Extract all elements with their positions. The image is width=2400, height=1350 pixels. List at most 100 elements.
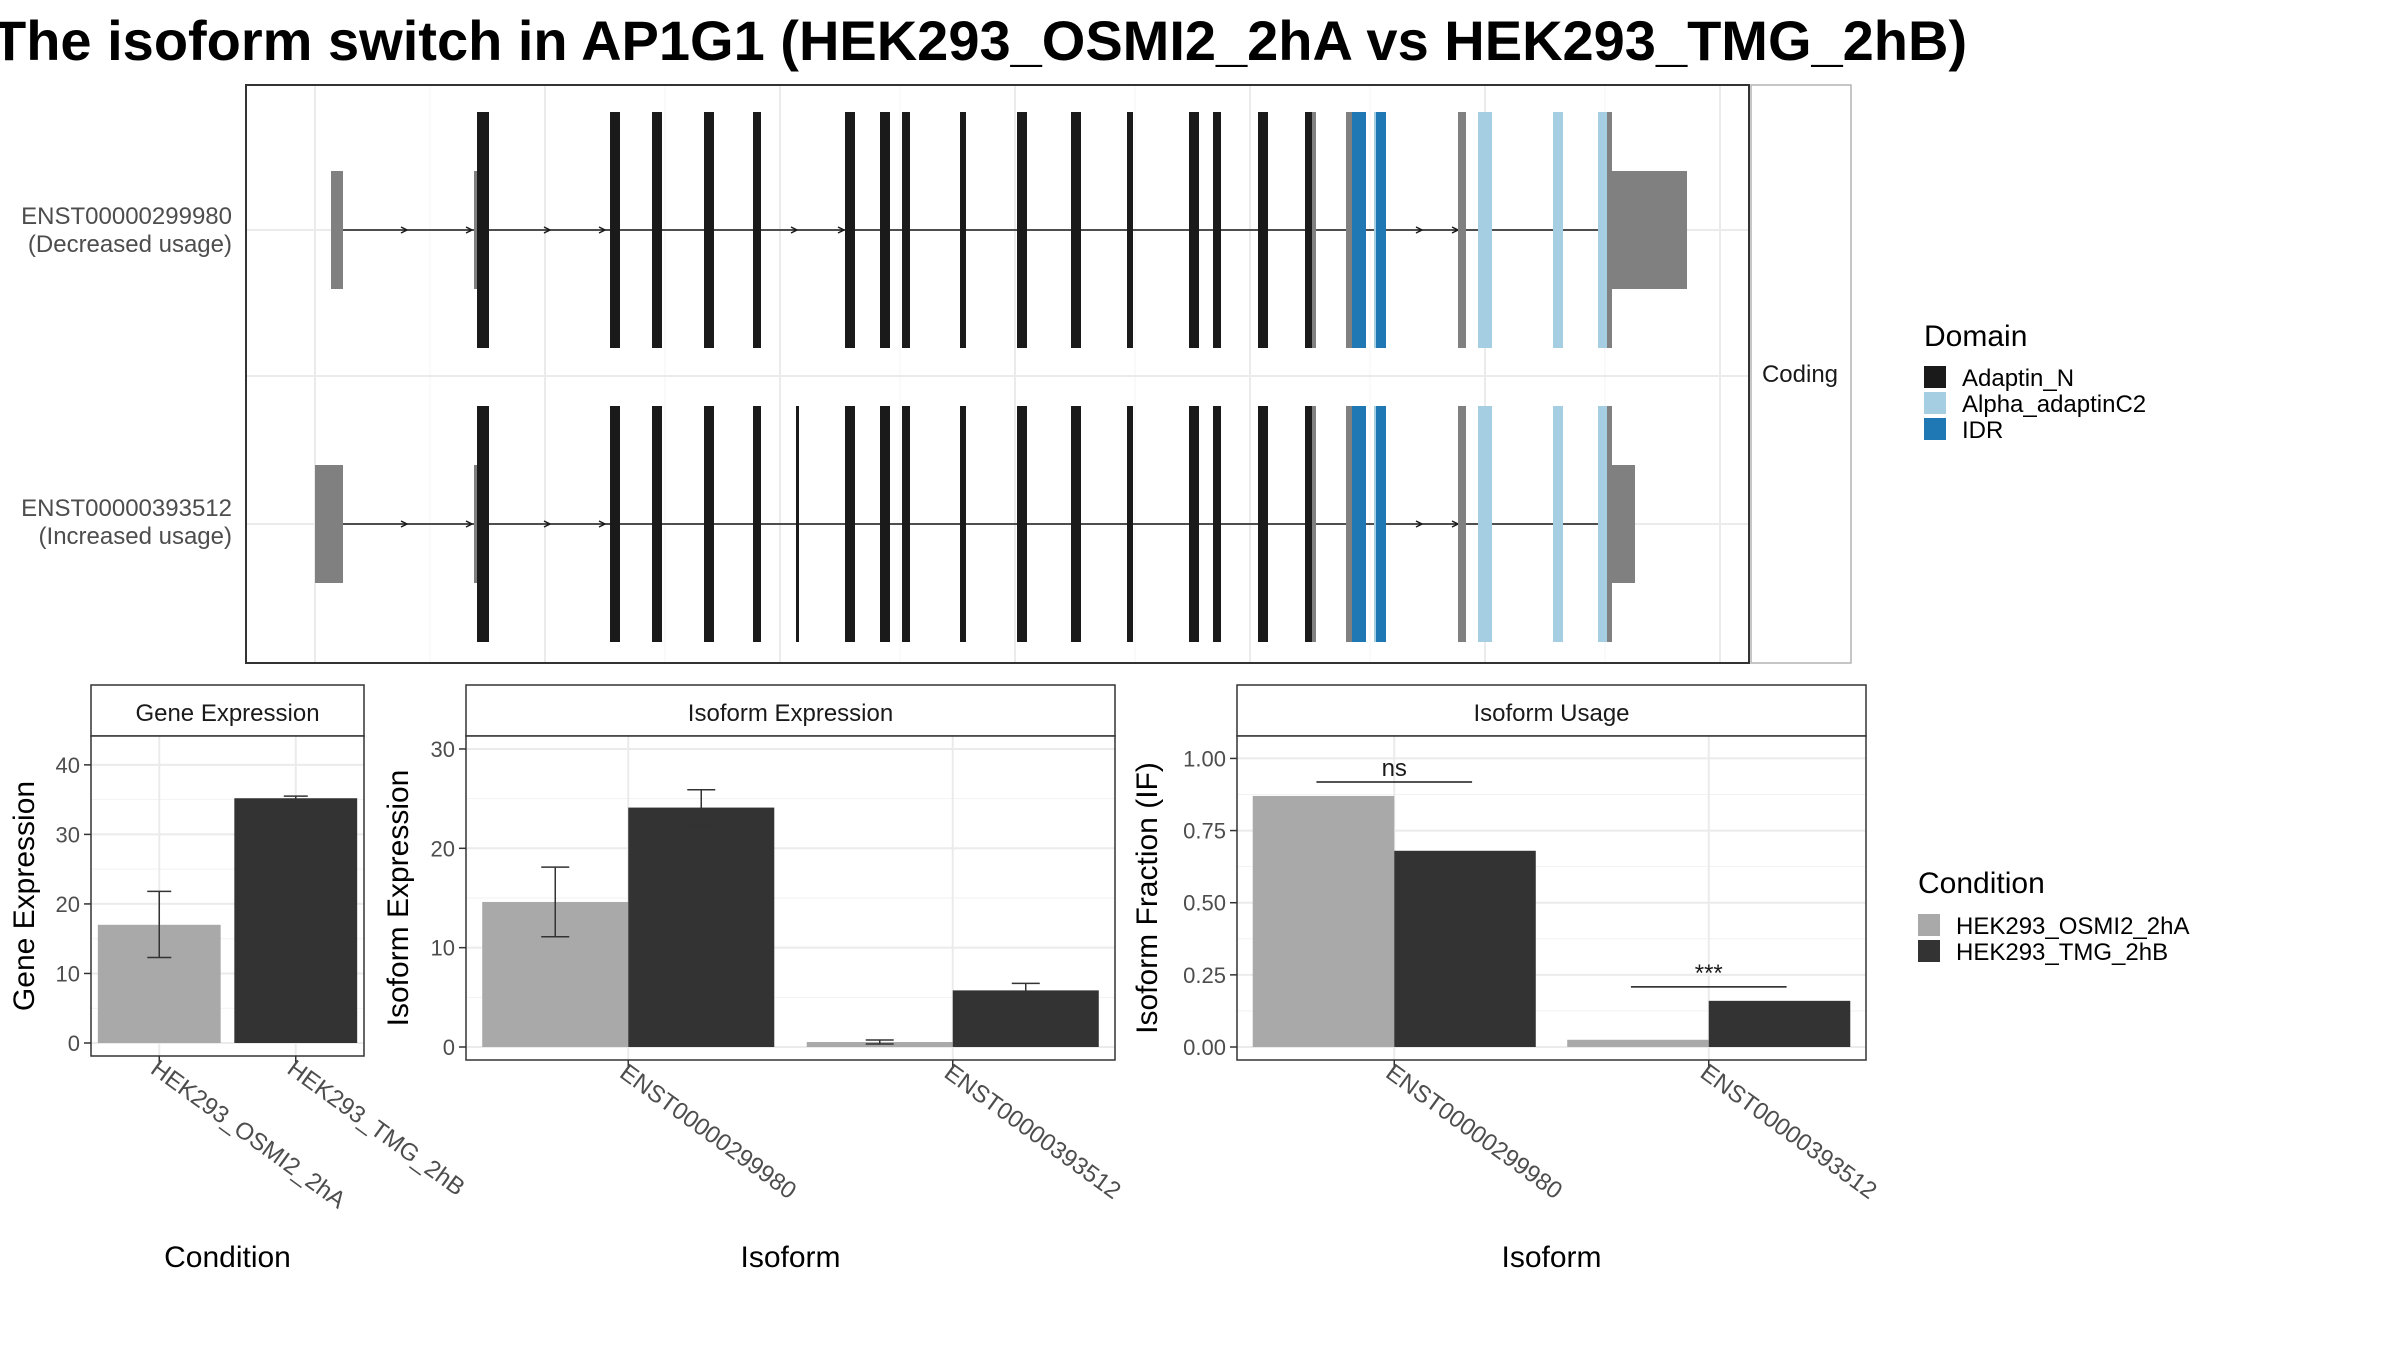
coding-exon bbox=[1312, 112, 1316, 348]
coding-exon bbox=[1017, 406, 1027, 642]
condition-legend: Condition HEK293_OSMI2_2hA HEK293_TMG_2h… bbox=[1918, 867, 2189, 966]
coding-exon bbox=[1213, 406, 1221, 642]
bar bbox=[1567, 1039, 1709, 1047]
track-1-note: (Decreased usage) bbox=[28, 231, 232, 258]
intron-direction-arrow bbox=[543, 226, 552, 234]
track-1-id: ENST00000299980 bbox=[21, 203, 232, 230]
y-tick-label: 0 bbox=[68, 1031, 80, 1056]
figure-title: The isoform switch in AP1G1 (HEK293_OSMI… bbox=[0, 9, 1967, 72]
y-tick-label: 1.00 bbox=[1183, 746, 1226, 771]
panel-strip-label: Isoform Usage bbox=[1473, 700, 1629, 727]
intron-direction-arrow bbox=[1415, 520, 1424, 528]
intron-direction-arrow bbox=[465, 520, 474, 528]
coding-exon bbox=[1213, 112, 1221, 348]
y-tick-label: 10 bbox=[56, 961, 80, 986]
coding-exon bbox=[1189, 112, 1199, 348]
y-tick-label: 10 bbox=[431, 936, 455, 961]
y-tick-label: 0.50 bbox=[1183, 891, 1226, 916]
panel-strip-label: Isoform Expression bbox=[688, 700, 893, 727]
intron-direction-arrow bbox=[598, 520, 607, 528]
intron-direction-arrow bbox=[400, 226, 409, 234]
y-tick-label: 20 bbox=[431, 836, 455, 861]
coding-strip bbox=[1750, 84, 1852, 664]
intron-direction-arrow bbox=[543, 520, 552, 528]
panel-border bbox=[1236, 735, 1867, 1061]
coding-exon bbox=[1376, 112, 1386, 348]
coding-exon bbox=[1376, 406, 1386, 642]
utr-exon bbox=[331, 171, 343, 289]
coding-exon bbox=[1352, 112, 1366, 348]
coding-exon bbox=[960, 112, 966, 348]
legend-swatch-condition-b bbox=[1918, 940, 1940, 962]
track-2-id: ENST00000393512 bbox=[21, 495, 232, 522]
coding-exon bbox=[796, 406, 799, 642]
y-axis-title: Isoform Fraction (IF) bbox=[1131, 762, 1164, 1034]
bar bbox=[1394, 850, 1536, 1047]
y-tick-label: 0.75 bbox=[1183, 819, 1226, 844]
coding-exon bbox=[1478, 112, 1492, 348]
coding-exon bbox=[1305, 112, 1313, 348]
coding-exon bbox=[880, 406, 890, 642]
panel-border bbox=[90, 735, 365, 1057]
coding-exon bbox=[477, 112, 489, 348]
panel-strip bbox=[465, 684, 1116, 737]
panel-border bbox=[465, 735, 1116, 1061]
domain-legend-title: Domain bbox=[1924, 320, 2027, 353]
bar bbox=[1708, 1000, 1851, 1047]
intron-direction-arrow bbox=[465, 226, 474, 234]
coding-exon bbox=[845, 112, 855, 348]
coding-exon bbox=[1312, 406, 1316, 642]
coding-exon bbox=[1352, 406, 1366, 642]
bar bbox=[1252, 795, 1395, 1047]
significance-label: ns bbox=[1382, 755, 1407, 782]
legend-swatch-adaptin-n bbox=[1924, 366, 1946, 388]
utr-exon bbox=[1607, 171, 1687, 289]
legend-swatch-idr bbox=[1924, 418, 1946, 440]
y-axis-title: Gene Expression bbox=[8, 781, 41, 1011]
transcript-track-1 bbox=[331, 112, 1687, 348]
coding-exon bbox=[610, 112, 620, 348]
x-axis-title: Condition bbox=[164, 1241, 291, 1274]
y-tick-label: 0 bbox=[443, 1035, 455, 1060]
coding-exon bbox=[902, 406, 910, 642]
coding-exon bbox=[477, 406, 489, 642]
coding-exon bbox=[1017, 112, 1027, 348]
transcript-tracks bbox=[315, 112, 1687, 642]
y-tick-label: 20 bbox=[56, 892, 80, 917]
coding-exon bbox=[753, 112, 761, 348]
x-tick-label: ENST00000299980 bbox=[1381, 1059, 1567, 1205]
x-tick-label: ENST00000393512 bbox=[1695, 1059, 1881, 1205]
track-2-note: (Increased usage) bbox=[39, 523, 232, 550]
coding-exon bbox=[1598, 406, 1608, 642]
coding-exon bbox=[1478, 406, 1492, 642]
y-tick-label: 30 bbox=[431, 737, 455, 762]
coding-exon bbox=[880, 112, 890, 348]
coding-exon bbox=[1189, 406, 1199, 642]
legend-label-condition-b: HEK293_TMG_2hB bbox=[1956, 939, 2168, 966]
bar bbox=[234, 798, 358, 1043]
coding-exon bbox=[652, 406, 662, 642]
x-tick-label: ENST00000299980 bbox=[615, 1059, 801, 1205]
y-tick-label: 30 bbox=[56, 822, 80, 847]
coding-exon bbox=[1071, 406, 1081, 642]
coding-exon bbox=[902, 112, 910, 348]
bar bbox=[628, 807, 775, 1047]
transcript-track-2 bbox=[315, 406, 1635, 642]
panel-strip-label: Gene Expression bbox=[135, 700, 319, 727]
x-axis-title: Isoform bbox=[740, 1241, 840, 1274]
legend-label-idr: IDR bbox=[1962, 417, 2003, 444]
transcript-structure-panel: Coding ENST00000299980 (Decreased usage)… bbox=[21, 84, 1852, 664]
coding-exon bbox=[704, 406, 714, 642]
intron-direction-arrow bbox=[400, 520, 409, 528]
coding-exon bbox=[1127, 112, 1133, 348]
intron-direction-arrow bbox=[790, 226, 799, 234]
coding-exon bbox=[1305, 406, 1313, 642]
utr-exon bbox=[1607, 465, 1635, 583]
coding-exon bbox=[1346, 406, 1352, 642]
x-tick-label: ENST00000393512 bbox=[939, 1059, 1125, 1205]
isoform-expression-panel: Isoform Expression 0 10 20 30 ENST00000299980… bbox=[382, 684, 1126, 1274]
y-tick-label: 0.25 bbox=[1183, 963, 1226, 988]
structure-panel-border bbox=[245, 84, 1750, 664]
coding-exon bbox=[1127, 406, 1133, 642]
